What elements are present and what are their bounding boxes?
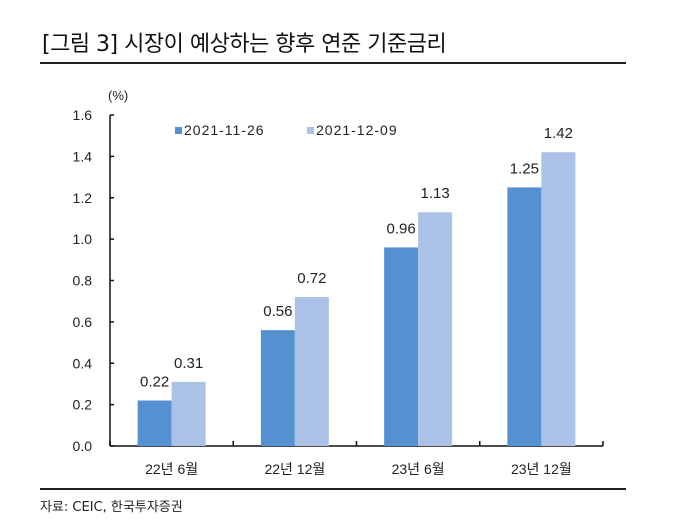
data-label: 0.96 [387,220,416,237]
figure-title: [그림 3] 시장이 예상하는 향후 연준 기준금리 [42,32,447,57]
source-note: 자료: CEIC, 한국투자증권 [40,500,183,515]
data-label: 0.72 [297,270,326,287]
bar-1 [384,247,419,446]
source-divider [40,488,626,490]
bar-1 [137,400,172,446]
bar-1 [507,187,542,446]
data-label: 0.31 [174,355,203,372]
legend-swatch [307,127,314,134]
bar-2 [294,297,329,446]
data-label: 1.42 [544,125,573,142]
data-label: 1.13 [421,185,450,202]
bar-1 [260,330,295,446]
y-axis-unit: (%) [108,88,128,103]
bar-2 [171,381,206,446]
y-tick-label: 0.2 [73,397,93,413]
y-tick-label: 1.2 [73,190,93,206]
x-tick-label: 22년 6월 [145,461,198,477]
title-divider [40,62,626,64]
data-label: 1.25 [510,160,539,177]
y-tick-label: 0.8 [73,273,93,289]
y-tick-label: 1.6 [73,107,93,123]
y-tick-label: 0.0 [73,438,93,454]
bar-2 [418,212,453,446]
bar-2 [541,152,576,447]
x-tick-label: 23년 6월 [392,461,445,477]
legend-swatch [175,127,182,134]
legend-label: 2021-12-09 [316,122,398,138]
y-tick-label: 1.0 [73,231,93,247]
y-tick-label: 1.4 [73,148,93,164]
y-tick-label: 0.4 [73,355,93,371]
legend-label: 2021-11-26 [184,122,265,138]
y-tick-label: 0.6 [73,314,93,330]
x-tick-label: 23년 12월 [511,461,572,477]
data-label: 0.56 [263,303,292,320]
x-tick-label: 22년 12월 [264,461,325,477]
data-label: 0.22 [140,373,169,390]
